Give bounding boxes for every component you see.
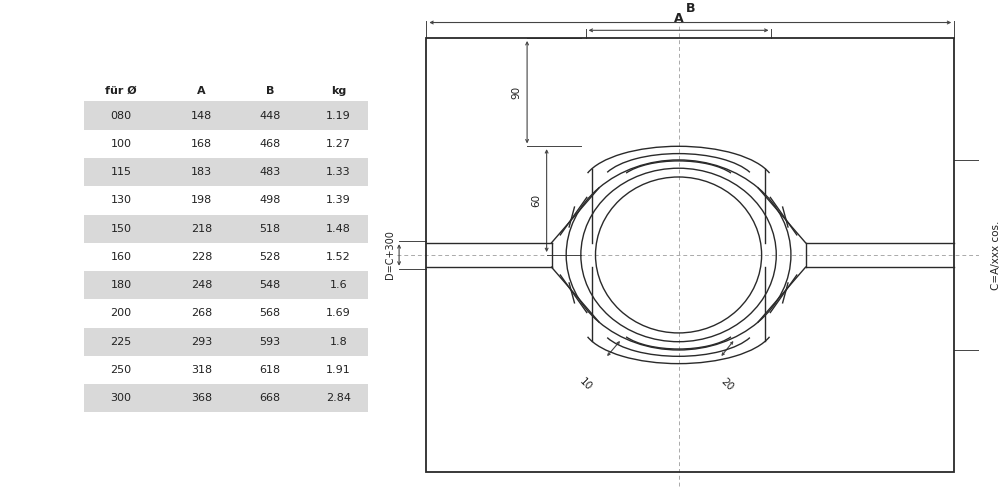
Text: 1.39: 1.39 [326, 196, 351, 205]
Text: 080: 080 [111, 110, 132, 120]
Text: 518: 518 [260, 224, 281, 234]
Text: 250: 250 [111, 365, 132, 375]
Text: 183: 183 [191, 167, 212, 177]
Text: 1.91: 1.91 [326, 365, 351, 375]
Text: 2.84: 2.84 [326, 393, 351, 403]
Text: 618: 618 [260, 365, 281, 375]
Bar [84, 384, 368, 412]
Text: 548: 548 [259, 280, 281, 290]
Text: 60: 60 [531, 194, 541, 207]
Text: 293: 293 [191, 336, 212, 346]
Text: B: B [686, 2, 695, 15]
Text: 20: 20 [719, 376, 736, 392]
Text: 160: 160 [111, 252, 132, 262]
Bar [84, 328, 368, 356]
Text: A: A [674, 12, 683, 26]
Text: 568: 568 [260, 308, 281, 318]
Text: D=C+300: D=C+300 [385, 230, 395, 280]
Text: 10: 10 [578, 376, 594, 392]
Text: 300: 300 [111, 393, 132, 403]
Text: 368: 368 [191, 393, 212, 403]
Text: 115: 115 [111, 167, 132, 177]
Text: 150: 150 [111, 224, 132, 234]
Text: 468: 468 [259, 139, 281, 149]
Text: 668: 668 [260, 393, 281, 403]
Text: 180: 180 [111, 280, 132, 290]
Bar [84, 271, 368, 300]
Text: 1.27: 1.27 [326, 139, 351, 149]
Text: A: A [197, 86, 206, 96]
Text: 200: 200 [111, 308, 132, 318]
Bar [84, 102, 368, 130]
Text: C=A/xxx cos.: C=A/xxx cos. [991, 220, 1000, 290]
Text: 1.33: 1.33 [326, 167, 351, 177]
Text: 248: 248 [191, 280, 212, 290]
Text: 1.52: 1.52 [326, 252, 351, 262]
Text: 130: 130 [111, 196, 132, 205]
Text: 198: 198 [191, 196, 212, 205]
Text: 268: 268 [191, 308, 212, 318]
Text: 228: 228 [191, 252, 212, 262]
Text: 318: 318 [191, 365, 212, 375]
Text: 483: 483 [259, 167, 281, 177]
Text: 593: 593 [260, 336, 281, 346]
Text: 1.8: 1.8 [330, 336, 347, 346]
Text: 528: 528 [259, 252, 281, 262]
Text: 1.6: 1.6 [330, 280, 347, 290]
Text: 168: 168 [191, 139, 212, 149]
Text: 498: 498 [259, 196, 281, 205]
Text: B: B [266, 86, 274, 96]
Text: 1.48: 1.48 [326, 224, 351, 234]
Text: kg: kg [331, 86, 346, 96]
Text: 218: 218 [191, 224, 212, 234]
Text: 1.19: 1.19 [326, 110, 351, 120]
Bar [84, 158, 368, 186]
Text: 225: 225 [110, 336, 132, 346]
Text: 448: 448 [259, 110, 281, 120]
Bar [84, 214, 368, 243]
Text: 100: 100 [111, 139, 132, 149]
Text: für Ø: für Ø [105, 86, 137, 96]
Bar [426, 38, 954, 472]
Text: 1.69: 1.69 [326, 308, 351, 318]
Text: 148: 148 [191, 110, 212, 120]
Text: 90: 90 [511, 86, 521, 99]
